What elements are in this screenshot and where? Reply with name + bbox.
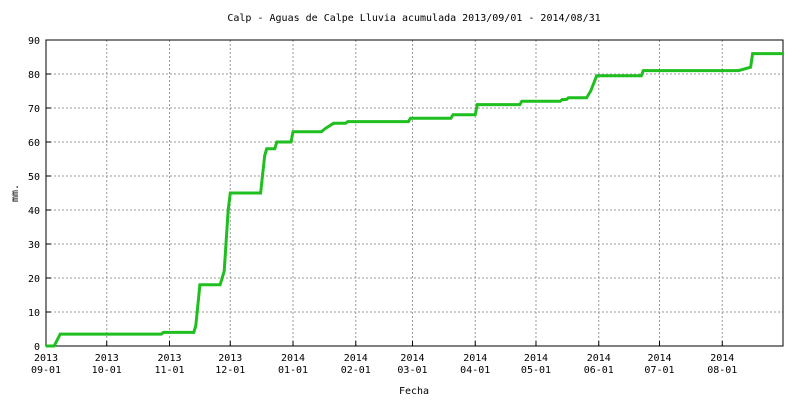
- x-tick-date: 12-01: [215, 365, 245, 376]
- line: [46, 52, 783, 348]
- x-tick-label: 2014 03-01: [397, 353, 427, 376]
- y-tick-label: 30: [28, 240, 40, 251]
- x-tick-label: 2013 11-01: [154, 353, 184, 376]
- x-tick-label: 2013 12-01: [215, 353, 245, 376]
- x-tick-date: 01-01: [278, 365, 308, 376]
- x-tick-label: 2013 09-01: [31, 353, 61, 376]
- x-tick-year: 2014: [463, 353, 487, 364]
- x-axis-label: Fecha: [399, 386, 429, 397]
- x-tick-year: 2013: [34, 353, 58, 364]
- y-tick-label: 20: [28, 274, 40, 285]
- x-tick-year: 2013: [95, 353, 119, 364]
- x-tick-date: 03-01: [397, 365, 427, 376]
- x-tick-date: 02-01: [341, 365, 371, 376]
- x-tick-label: 2014 04-01: [460, 353, 490, 376]
- y-tick-label: 80: [28, 70, 40, 81]
- x-tick-label: 2014 02-01: [341, 353, 371, 376]
- y-tick-label: 90: [28, 36, 40, 47]
- x-tick-label: 2013 10-01: [92, 353, 122, 376]
- y-tick-label: 40: [28, 206, 40, 217]
- x-tick-year: 2014: [344, 353, 368, 364]
- x-tick-year: 2014: [400, 353, 424, 364]
- x-tick-date: 09-01: [31, 365, 61, 376]
- y-tick-label: 60: [28, 138, 40, 149]
- x-tick-year: 2013: [218, 353, 242, 364]
- x-tick-label: 2014 05-01: [521, 353, 551, 376]
- y-tick-label: 50: [28, 172, 40, 183]
- x-tick-label: 2014 01-01: [278, 353, 308, 376]
- x-tick-year: 2014: [647, 353, 671, 364]
- x-tick-date: 08-01: [707, 365, 737, 376]
- y-axis-label: mm.: [10, 184, 21, 202]
- x-tick-year: 2013: [157, 353, 181, 364]
- chart-title: Calp - Aguas de Calpe Lluvia acumulada 2…: [227, 13, 600, 24]
- x-tick-date: 10-01: [92, 365, 122, 376]
- y-tick-label: 70: [28, 104, 40, 115]
- x-tick-year: 2014: [710, 353, 734, 364]
- x-tick-label: 2014 08-01: [707, 353, 737, 376]
- x-tick-year: 2014: [524, 353, 548, 364]
- x-tick-year: 2014: [281, 353, 305, 364]
- x-tick-label: 2014 07-01: [644, 353, 674, 376]
- plot-frame: [45, 39, 784, 347]
- x-tick-year: 2014: [587, 353, 611, 364]
- x-tick-date: 07-01: [644, 365, 674, 376]
- x-tick-label: 2014 06-01: [584, 353, 614, 376]
- x-tick-date: 05-01: [521, 365, 551, 376]
- y-tick-label: 10: [28, 308, 40, 319]
- x-tick-date: 06-01: [584, 365, 614, 376]
- x-tick-date: 04-01: [460, 365, 490, 376]
- x-tick-date: 11-01: [154, 365, 184, 376]
- y-tick-label: 0: [34, 342, 40, 353]
